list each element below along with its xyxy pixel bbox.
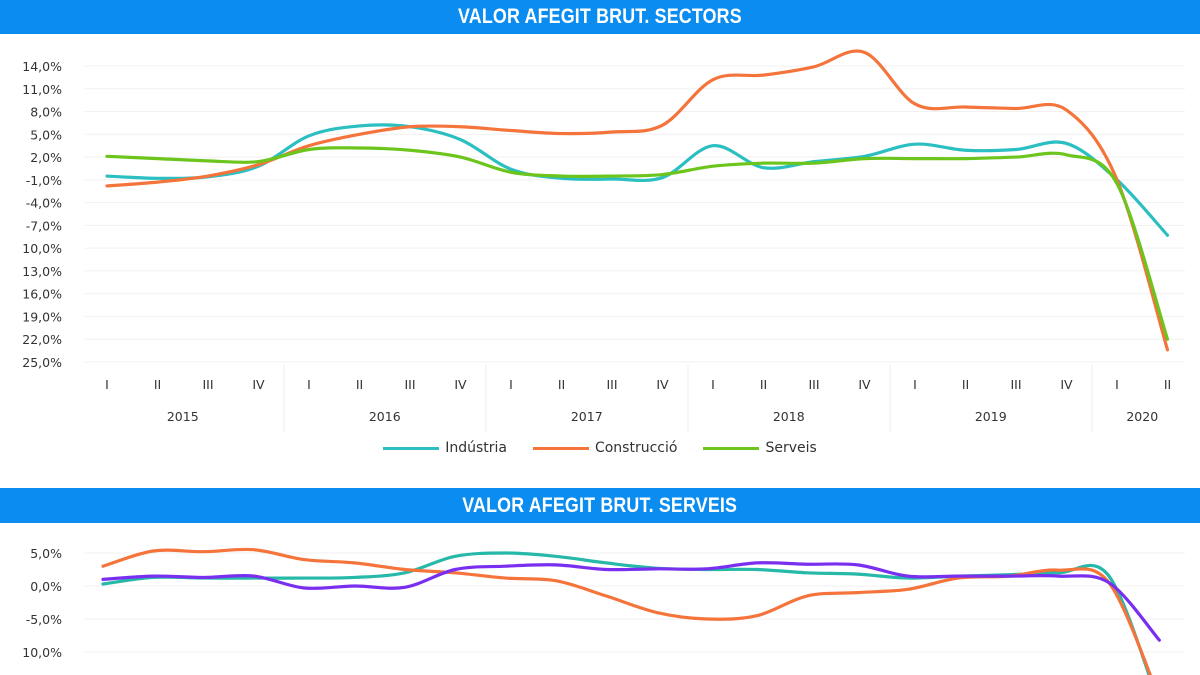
- y-tick-label: 22,0%: [22, 332, 62, 347]
- x-tick-year: 2015: [167, 409, 199, 424]
- x-tick-year: 2020: [1126, 409, 1158, 424]
- y-tick-label: -5,0%: [26, 612, 62, 627]
- serveis-chart-title: VALOR AFEGIT BRUT. SERVEIS: [0, 488, 1200, 523]
- x-tick-quarter: I: [307, 377, 311, 392]
- sectors-chart-title: VALOR AFEGIT BRUT. SECTORS: [0, 0, 1200, 34]
- y-tick-label: 11,0%: [22, 82, 62, 97]
- x-tick-quarter: III: [202, 377, 213, 392]
- x-tick-quarter: IV: [1060, 377, 1073, 392]
- x-tick-year: 2018: [773, 409, 805, 424]
- series-line-construccio: [105, 49, 1170, 352]
- y-tick-label: 13,0%: [22, 264, 62, 279]
- serveis-series-line-3: [101, 561, 1161, 642]
- x-tick-quarter: IV: [454, 377, 467, 392]
- legend-swatch-construccio: [532, 446, 589, 450]
- legend-swatch-industria: [383, 446, 440, 450]
- serveis-series-line-1: [101, 551, 1151, 675]
- legend-item-serveis: Serveis: [703, 440, 817, 456]
- legend-item-construccio: Construcció: [532, 440, 678, 456]
- legend-label: Construcció: [594, 440, 678, 456]
- x-tick-quarter: III: [404, 377, 415, 392]
- sectors-title-text: VALOR AFEGIT BRUT. SECTORS: [458, 5, 742, 28]
- serveis-title-text: VALOR AFEGIT BRUT. SERVEIS: [462, 494, 738, 517]
- x-tick-quarter: IV: [858, 377, 871, 392]
- x-tick-quarter: II: [356, 377, 363, 392]
- x-tick-year: 2017: [571, 409, 603, 424]
- y-tick-label: 10,0%: [22, 645, 62, 660]
- x-tick-quarter: I: [509, 377, 513, 392]
- legend-swatch-serveis: [703, 446, 760, 450]
- x-tick-quarter: I: [1115, 377, 1119, 392]
- x-tick-quarter: III: [1010, 377, 1021, 392]
- legend: Indústria Construcció Serveis: [0, 440, 1200, 456]
- y-tick-label: -1,0%: [26, 173, 62, 188]
- y-tick-label: 0,0%: [30, 579, 62, 594]
- legend-label: Serveis: [765, 440, 817, 456]
- y-tick-label: 19,0%: [22, 309, 62, 324]
- y-tick-label: 25,0%: [22, 355, 62, 370]
- y-tick-label: 5,0%: [30, 546, 62, 561]
- y-tick-label: -7,0%: [26, 218, 62, 233]
- x-tick-quarter: II: [1164, 377, 1171, 392]
- x-tick-quarter: II: [760, 377, 767, 392]
- series-line-serveis: [105, 146, 1170, 341]
- y-tick-label: 2,0%: [30, 150, 62, 165]
- x-tick-quarter: IV: [656, 377, 669, 392]
- x-tick-quarter: II: [558, 377, 565, 392]
- x-tick-quarter: I: [913, 377, 917, 392]
- y-tick-label: -4,0%: [26, 196, 62, 211]
- x-tick-quarter: I: [711, 377, 715, 392]
- series-line-industria: [105, 123, 1170, 237]
- x-tick-year: 2016: [369, 409, 401, 424]
- y-tick-label: 14,0%: [22, 59, 62, 74]
- x-tick-quarter: III: [606, 377, 617, 392]
- x-tick-quarter: II: [154, 377, 161, 392]
- x-tick-quarter: IV: [252, 377, 265, 392]
- x-tick-quarter: I: [105, 377, 109, 392]
- y-tick-label: 10,0%: [22, 241, 62, 256]
- x-tick-quarter: III: [808, 377, 819, 392]
- legend-label: Indústria: [445, 440, 507, 456]
- y-tick-label: 8,0%: [30, 105, 62, 120]
- y-tick-label: 5,0%: [30, 127, 62, 142]
- x-tick-year: 2019: [975, 409, 1007, 424]
- legend-item-industria: Indústria: [383, 440, 507, 456]
- y-tick-label: 16,0%: [22, 287, 62, 302]
- x-tick-quarter: II: [962, 377, 969, 392]
